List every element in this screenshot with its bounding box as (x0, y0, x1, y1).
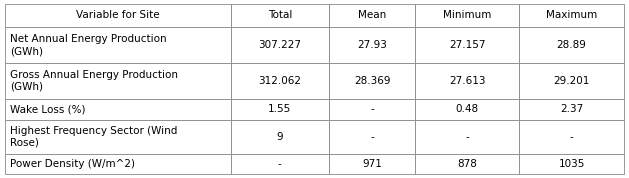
Bar (231, 63, 329, 99)
Text: 307.227: 307.227 (259, 40, 301, 50)
Text: Mean: Mean (358, 10, 386, 20)
Bar (415, 120, 520, 154)
Bar (415, 154, 520, 174)
Text: 878: 878 (457, 159, 477, 169)
Bar (5, 154, 231, 174)
Text: Maximum: Maximum (546, 10, 598, 20)
Bar (329, 27, 415, 63)
Bar (520, 120, 624, 154)
Bar (5, 120, 231, 154)
Bar (415, 63, 520, 99)
Bar (520, 27, 624, 63)
Text: 0.48: 0.48 (456, 104, 479, 114)
Text: 28.89: 28.89 (557, 40, 587, 50)
Text: Highest Frequency Sector (Wind
Rose): Highest Frequency Sector (Wind Rose) (10, 126, 177, 148)
Text: 971: 971 (362, 159, 382, 169)
Bar (329, 4, 415, 27)
Text: 1.55: 1.55 (268, 104, 291, 114)
Bar (5, 4, 231, 27)
Text: 27.157: 27.157 (449, 40, 486, 50)
Text: 2.37: 2.37 (560, 104, 583, 114)
Text: -: - (370, 104, 374, 114)
Bar (329, 63, 415, 99)
Text: 9: 9 (277, 132, 283, 142)
Bar (415, 99, 520, 120)
Bar (5, 27, 231, 63)
Bar (329, 99, 415, 120)
Text: Gross Annual Energy Production
(GWh): Gross Annual Energy Production (GWh) (10, 70, 178, 92)
Bar (520, 99, 624, 120)
Bar (329, 120, 415, 154)
Text: Net Annual Energy Production
(GWh): Net Annual Energy Production (GWh) (10, 34, 167, 56)
Text: -: - (370, 132, 374, 142)
Bar (5, 63, 231, 99)
Bar (5, 99, 231, 120)
Text: 28.369: 28.369 (353, 76, 391, 86)
Bar (415, 27, 520, 63)
Text: -: - (570, 132, 574, 142)
Text: 29.201: 29.201 (554, 76, 590, 86)
Bar (231, 27, 329, 63)
Text: 27.93: 27.93 (357, 40, 387, 50)
Bar (520, 154, 624, 174)
Text: Minimum: Minimum (443, 10, 492, 20)
Bar (520, 63, 624, 99)
Bar (231, 154, 329, 174)
Bar (520, 4, 624, 27)
Text: 1035: 1035 (559, 159, 585, 169)
Bar (415, 4, 520, 27)
Bar (231, 99, 329, 120)
Bar (231, 120, 329, 154)
Text: 312.062: 312.062 (259, 76, 301, 86)
Text: Power Density (W/m^2): Power Density (W/m^2) (10, 159, 135, 169)
Text: Variable for Site: Variable for Site (76, 10, 160, 20)
Text: -: - (465, 132, 469, 142)
Bar (231, 4, 329, 27)
Bar (329, 154, 415, 174)
Text: Total: Total (268, 10, 292, 20)
Text: 27.613: 27.613 (449, 76, 486, 86)
Text: Wake Loss (%): Wake Loss (%) (10, 104, 86, 114)
Text: -: - (278, 159, 282, 169)
